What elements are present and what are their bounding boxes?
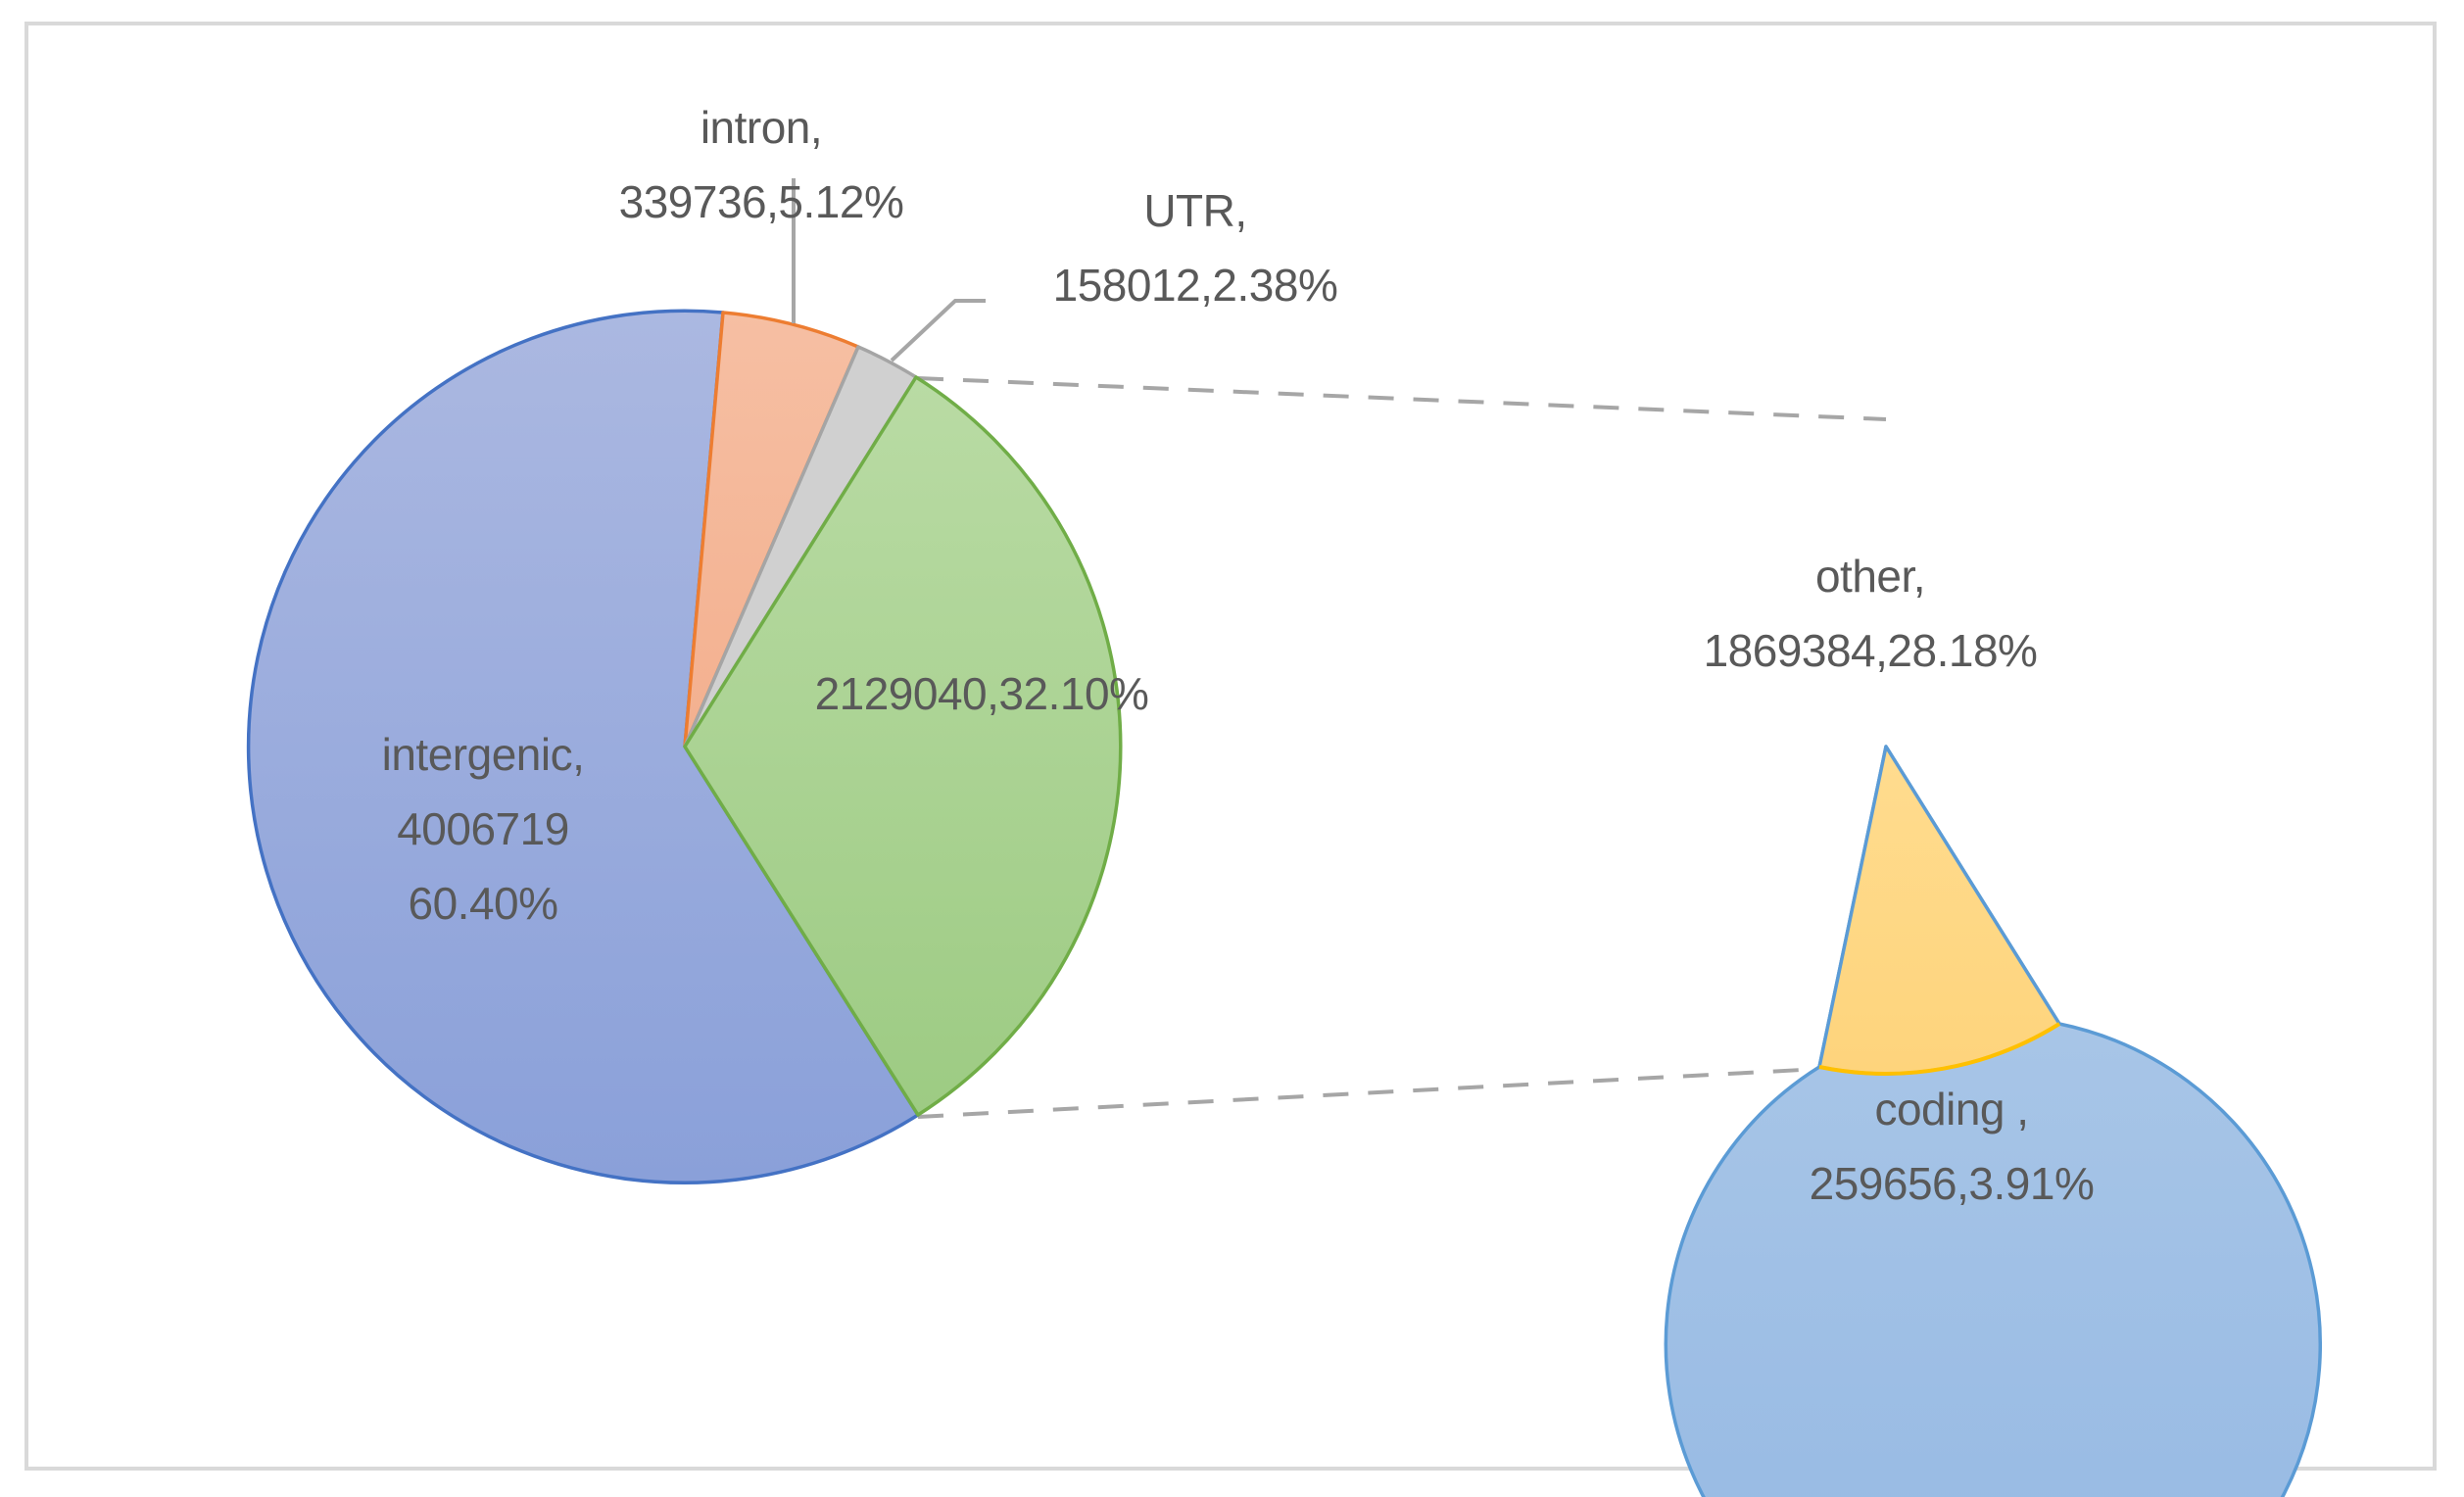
connector-bottom-dashed [917, 1067, 1821, 1119]
label-intergenic-name: intergenic, [381, 729, 585, 780]
primary-pie [246, 309, 1123, 1184]
slice-intergenic[interactable] [246, 309, 920, 1184]
label-utr-value: 158012,2.38% [1052, 260, 1338, 311]
label-other: other, 1869384,28.18% [1704, 549, 2038, 678]
label-other-group-value: 2129040,32.10% [814, 668, 1149, 719]
label-intergenic-percent: 60.40% [408, 878, 558, 929]
label-intron: intron, 339736,5.12% [619, 100, 904, 229]
slice-coding[interactable] [1817, 745, 2061, 1076]
label-intergenic: intergenic, 4006719 60.40% [382, 727, 585, 931]
label-utr-name: UTR, [1143, 185, 1247, 236]
slice-other[interactable] [1664, 745, 2323, 1497]
label-intron-value: 339736,5.12% [618, 176, 904, 227]
label-coding-value: 259656,3.91% [1809, 1158, 2095, 1209]
leader-line-utr [890, 299, 986, 362]
label-other-group: 2129040,32.10% [815, 666, 1149, 721]
secondary-pie [1664, 745, 2323, 1497]
slice-intron[interactable] [683, 311, 860, 748]
label-utr: UTR, 158012,2.38% [1053, 183, 1338, 313]
label-intergenic-count: 4006719 [397, 803, 569, 854]
slice-coding-outer-edge [1818, 1022, 2061, 1076]
label-other-value: 1869384,28.18% [1703, 625, 2038, 676]
label-intron-name: intron, [700, 102, 823, 153]
label-coding: coding , 259656,3.91% [1810, 1082, 2095, 1211]
label-other-name: other, [1814, 551, 1926, 602]
connector-top-dashed [917, 376, 1887, 421]
label-coding-name: coding , [1874, 1084, 2029, 1135]
slice-other-group[interactable] [683, 375, 1123, 1117]
